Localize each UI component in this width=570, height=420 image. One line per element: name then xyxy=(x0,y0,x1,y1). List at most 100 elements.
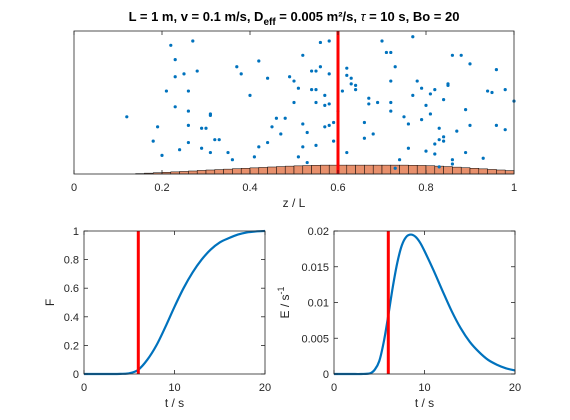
histogram-bar xyxy=(478,168,488,175)
chart-title: L = 1 m, v = 0.1 m/s, Deff = 0.005 m²/s,… xyxy=(129,9,460,28)
data-point xyxy=(160,153,164,158)
data-point xyxy=(156,125,160,129)
data-point xyxy=(257,59,261,63)
x-tick-label: 0 xyxy=(71,182,77,194)
histogram-bar xyxy=(284,165,295,175)
histogram-bar xyxy=(249,167,260,175)
data-point xyxy=(468,123,472,127)
data-point xyxy=(195,69,199,73)
data-point xyxy=(424,149,428,153)
y-tick-label: 0.02 xyxy=(308,226,329,238)
data-point xyxy=(296,86,300,90)
title-part: eff xyxy=(263,17,276,28)
data-point xyxy=(411,93,415,97)
histogram-bar xyxy=(293,165,304,175)
data-point xyxy=(362,136,366,140)
y-tick-label: 0 xyxy=(73,369,79,381)
plot-background xyxy=(84,231,265,374)
title-part: = 10 s, Bo = 20 xyxy=(365,9,459,24)
y-tick-label: 0.8 xyxy=(64,255,79,267)
data-point xyxy=(393,166,397,170)
data-point xyxy=(310,88,314,92)
x-tick-label: 10 xyxy=(168,382,180,394)
data-point xyxy=(411,35,415,39)
data-point xyxy=(279,132,283,136)
data-point xyxy=(345,66,349,70)
data-point xyxy=(252,155,256,159)
data-point xyxy=(314,100,318,105)
data-point xyxy=(332,139,336,143)
data-point xyxy=(420,118,424,122)
data-point xyxy=(327,102,331,106)
data-point xyxy=(481,156,485,160)
data-point xyxy=(367,96,371,100)
data-point xyxy=(292,100,296,105)
histogram-bar xyxy=(496,169,506,175)
axes-box xyxy=(333,230,516,375)
x-tick-label: 0 xyxy=(81,382,87,394)
x-axis-label: t / s xyxy=(415,396,434,410)
data-point xyxy=(371,132,375,136)
data-point xyxy=(301,145,305,149)
histogram-bar xyxy=(443,166,453,175)
y-axis-label: E / s-1 xyxy=(276,286,292,318)
data-point xyxy=(332,120,336,125)
data-point xyxy=(384,50,388,55)
data-point xyxy=(235,65,239,69)
rtd-plot: 0 10 20 0 0.005 0.01 0.015 0.02 t / s E / s-1 xyxy=(276,226,521,410)
data-point xyxy=(376,100,380,105)
data-point xyxy=(323,103,327,107)
data-point xyxy=(173,75,177,79)
x-tick-label: 0.8 xyxy=(418,182,433,194)
data-point xyxy=(257,145,261,149)
data-point xyxy=(301,53,305,57)
data-point xyxy=(362,120,366,125)
data-point xyxy=(450,53,454,57)
x-tick-label: 20 xyxy=(509,382,521,394)
data-point xyxy=(310,69,314,73)
x-tick-label: 0.6 xyxy=(330,182,345,194)
data-point xyxy=(494,68,498,72)
histogram-bar xyxy=(416,165,427,175)
data-point xyxy=(406,122,410,126)
y-tick-label: 0.4 xyxy=(64,312,79,324)
histogram-bar xyxy=(460,167,471,175)
data-point xyxy=(200,146,204,150)
data-point xyxy=(208,150,212,155)
x-tick-label: 0.4 xyxy=(242,182,257,194)
data-point xyxy=(464,108,468,112)
data-point xyxy=(389,79,393,83)
data-point xyxy=(486,89,490,93)
y-tick-label: 1 xyxy=(73,226,79,238)
data-point xyxy=(327,72,331,76)
data-point xyxy=(288,75,292,79)
histogram-bar xyxy=(205,169,216,175)
histogram-bar xyxy=(504,170,515,175)
data-point xyxy=(208,113,212,117)
data-point xyxy=(345,73,349,77)
x-tick-label: 1 xyxy=(511,182,517,194)
plot-background xyxy=(334,231,515,374)
data-point xyxy=(433,152,437,156)
histogram-bar xyxy=(487,169,497,175)
data-point xyxy=(340,89,344,93)
data-point xyxy=(494,123,498,127)
histogram-bar xyxy=(232,168,242,175)
data-point xyxy=(292,79,296,83)
histogram-bar xyxy=(452,166,462,175)
histogram-bar xyxy=(196,170,207,175)
data-point xyxy=(318,65,322,69)
histogram-bar xyxy=(399,164,409,175)
data-point xyxy=(464,150,468,155)
y-axis-label: F xyxy=(43,299,57,306)
data-point xyxy=(389,109,393,113)
data-point xyxy=(186,109,190,113)
title-part: L = 1 m, v = 0.1 m/s, D xyxy=(129,9,264,24)
data-point xyxy=(169,43,173,47)
data-point xyxy=(266,76,270,80)
x-tick-label: 20 xyxy=(259,382,271,394)
histogram-bar xyxy=(408,165,418,175)
data-point xyxy=(349,82,353,86)
data-point xyxy=(428,112,432,116)
data-point xyxy=(191,39,195,43)
